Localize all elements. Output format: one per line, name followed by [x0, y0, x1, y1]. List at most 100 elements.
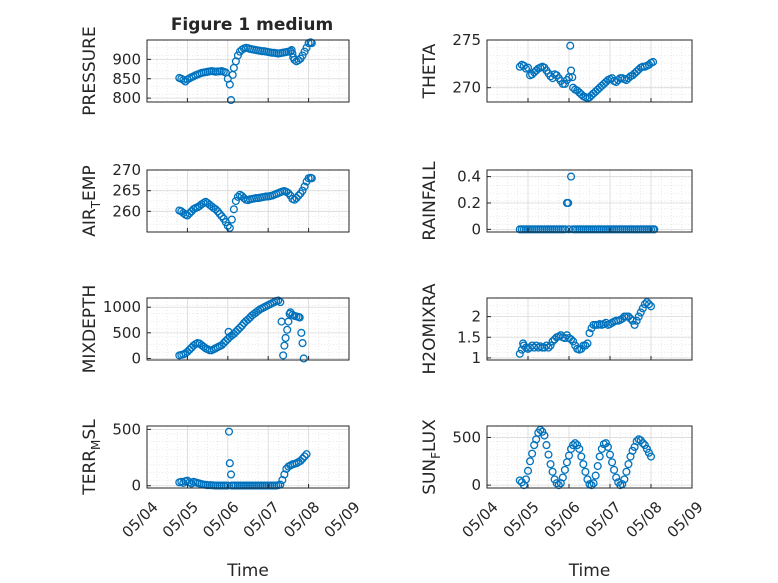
data-point — [566, 41, 575, 50]
x-tick-label: 05/06 — [199, 498, 242, 541]
data-point — [217, 212, 226, 221]
data-point — [221, 336, 230, 346]
data-point — [548, 467, 557, 476]
axes-box — [486, 297, 693, 361]
data-point — [585, 329, 594, 338]
data-point — [587, 481, 596, 490]
data-point — [223, 481, 232, 490]
data-point — [183, 347, 192, 356]
data-point — [185, 345, 194, 354]
y-tick-label: 275 — [452, 31, 481, 49]
y-axis-label: RAINFALL — [420, 161, 440, 241]
data-point — [280, 341, 289, 350]
data-point — [566, 172, 576, 181]
data-point — [642, 298, 651, 307]
data-point — [211, 205, 220, 214]
x-axis-label: Time — [226, 561, 269, 581]
data-point — [622, 467, 631, 476]
data-point — [224, 427, 234, 436]
data-point — [215, 209, 224, 218]
y-tick-label: 500 — [112, 420, 141, 438]
data-point — [571, 439, 580, 448]
data-point — [610, 465, 619, 474]
data-point — [243, 315, 253, 324]
data-point — [591, 471, 600, 480]
data-point — [575, 444, 584, 453]
y-tick-label: 0 — [131, 349, 141, 367]
y-tick-label: 0.4 — [457, 168, 481, 186]
data-point — [581, 341, 590, 350]
subplot-rainfall: 0 0.2 0.4 RAINFALL — [420, 161, 693, 241]
y-axis-label: MIXDEPTH — [80, 285, 100, 374]
data-point — [297, 328, 306, 337]
x-tick-label: 05/05 — [499, 498, 542, 541]
axes-box — [146, 39, 350, 103]
data-point — [179, 208, 188, 218]
axes-box — [146, 169, 350, 233]
data-point — [638, 304, 647, 313]
y-tick-label: 0 — [131, 477, 141, 495]
y-tick-label: 850 — [112, 70, 141, 88]
x-tick-label: 05/04 — [118, 498, 161, 541]
data-point — [183, 211, 192, 220]
data-point — [302, 43, 311, 52]
data-point — [593, 462, 602, 471]
x-tick-label: 05/07 — [240, 498, 283, 541]
data-point — [612, 473, 621, 482]
data-point — [287, 46, 296, 55]
data-point — [279, 351, 288, 360]
axes-box — [486, 39, 693, 103]
data-point — [624, 312, 633, 321]
data-point — [569, 337, 578, 346]
figure-title: Figure 1 medium — [171, 15, 333, 35]
y-tick-label: 1000 — [103, 298, 141, 316]
axes-box — [146, 425, 350, 489]
data-point — [185, 209, 194, 218]
y-tick-label: 900 — [112, 50, 141, 68]
data-point — [546, 460, 555, 469]
data-point — [620, 475, 629, 484]
data-point — [542, 441, 551, 450]
data-point — [646, 452, 656, 461]
data-point — [290, 195, 299, 204]
data-point — [521, 475, 530, 484]
data-point — [583, 475, 592, 484]
y-axis-label: H2OMIXRA — [420, 283, 440, 374]
data-point — [630, 320, 639, 329]
data-point — [525, 457, 535, 466]
data-point — [226, 470, 236, 479]
x-tick-label: 05/09 — [320, 498, 363, 541]
data-point — [542, 341, 551, 350]
y-tick-label: 0 — [471, 220, 481, 238]
data-point — [187, 479, 196, 488]
y-tick-label: 500 — [452, 428, 481, 446]
data-point — [560, 225, 569, 234]
data-point — [235, 323, 244, 332]
data-point — [581, 467, 590, 476]
data-point — [603, 442, 612, 452]
y-tick-label: 270 — [112, 161, 141, 179]
data-point — [569, 441, 578, 450]
x-tick-label: 05/08 — [622, 498, 665, 541]
data-point — [515, 349, 524, 358]
data-point — [636, 308, 645, 317]
x-tick-label: 05/07 — [581, 498, 624, 541]
data-point — [225, 80, 234, 89]
data-point — [552, 479, 561, 488]
y-tick-label: 0 — [471, 476, 481, 494]
data-point — [648, 57, 658, 66]
data-point — [217, 341, 226, 350]
data-point — [624, 460, 633, 469]
data-point — [229, 329, 238, 338]
y-axis-label: AIRTEMP — [80, 165, 103, 236]
data-point — [298, 339, 307, 348]
data-point — [554, 481, 563, 490]
subplot-air_temp: 260 265 270 AIRTEMP — [80, 161, 350, 237]
data-point — [595, 452, 604, 461]
data-point — [646, 302, 656, 311]
data-point — [294, 56, 303, 65]
data-point — [577, 452, 586, 461]
